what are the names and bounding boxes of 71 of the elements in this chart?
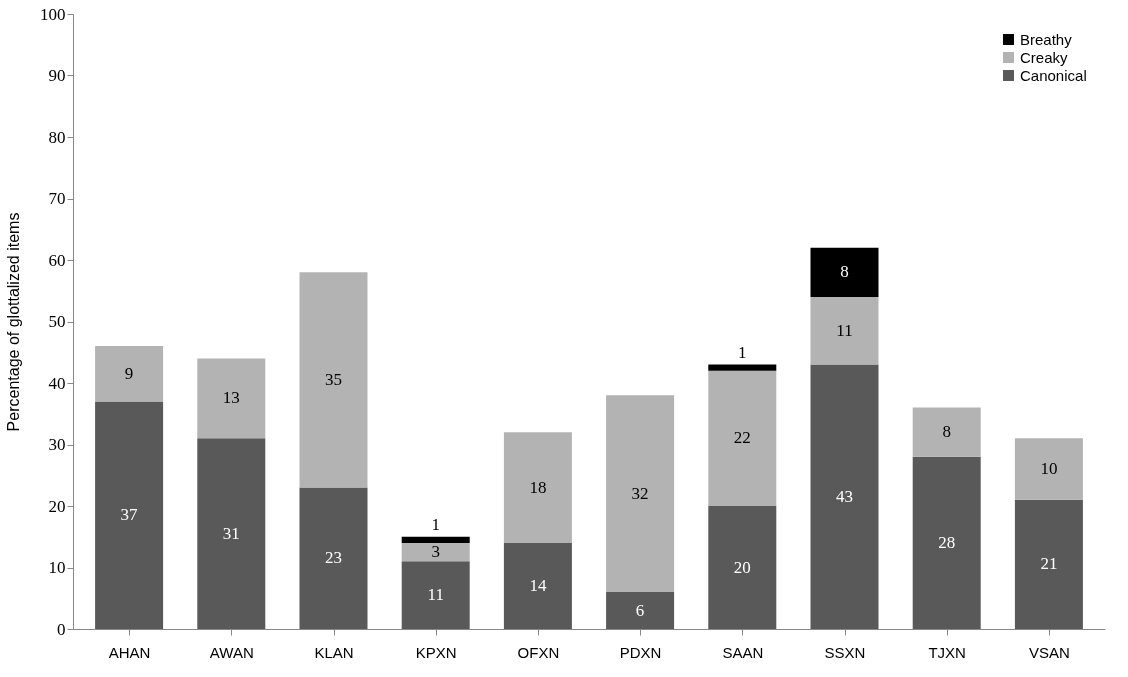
data-label: 35 bbox=[325, 369, 342, 389]
x-tick-label: OFXN bbox=[517, 643, 560, 661]
bar bbox=[401, 536, 470, 543]
legend-label: Breathy bbox=[1020, 30, 1073, 48]
bar bbox=[912, 407, 981, 457]
x-tick-label: KPXN bbox=[415, 643, 457, 661]
bar bbox=[197, 438, 266, 629]
data-label: 18 bbox=[529, 477, 547, 497]
bar bbox=[708, 364, 777, 371]
x-tick-label: SAAN bbox=[722, 643, 764, 661]
legend-label: Canonical bbox=[1020, 66, 1087, 84]
x-tick-label: KLAN bbox=[314, 643, 354, 661]
y-tick-label: 80 bbox=[48, 127, 66, 147]
bar bbox=[1014, 438, 1083, 500]
data-label: 3 bbox=[431, 542, 440, 562]
bar bbox=[912, 456, 981, 629]
bar bbox=[606, 592, 675, 629]
data-label: 37 bbox=[120, 505, 139, 525]
y-tick-label: 20 bbox=[48, 496, 66, 516]
x-tick-label: PDXN bbox=[619, 643, 662, 661]
bar bbox=[810, 364, 879, 629]
data-label: 28 bbox=[938, 532, 956, 552]
x-tick-label: SSXN bbox=[824, 643, 866, 661]
data-label: 43 bbox=[836, 486, 853, 506]
y-tick-label: 10 bbox=[48, 558, 66, 577]
x-tick-label: AHAN bbox=[108, 643, 151, 661]
bar bbox=[708, 506, 777, 629]
data-label: 1 bbox=[738, 342, 747, 362]
bar bbox=[197, 358, 266, 439]
y-tick-label: 90 bbox=[48, 66, 66, 85]
y-tick-label: 60 bbox=[48, 250, 66, 270]
bar bbox=[299, 272, 368, 488]
data-label: 9 bbox=[124, 363, 134, 383]
data-label: 1 bbox=[431, 514, 440, 534]
data-label: 8 bbox=[840, 262, 849, 282]
bar bbox=[503, 432, 572, 543]
data-label: 21 bbox=[1040, 554, 1058, 574]
bar bbox=[810, 296, 879, 365]
data-label: 31 bbox=[222, 523, 240, 543]
data-label: 20 bbox=[733, 557, 751, 577]
data-label: 11 bbox=[427, 585, 444, 605]
bar bbox=[606, 395, 675, 593]
x-tick-label: VSAN bbox=[1028, 643, 1070, 661]
y-tick-label: 30 bbox=[48, 435, 66, 454]
x-tick-label: TJXN bbox=[928, 643, 966, 661]
bar bbox=[810, 247, 879, 297]
bar bbox=[95, 401, 164, 629]
data-label: 13 bbox=[222, 388, 240, 408]
bar bbox=[708, 370, 777, 506]
y-tick-label: 40 bbox=[48, 373, 66, 393]
y-axis-title: Percentage of glottalized items bbox=[5, 212, 22, 432]
data-label: 32 bbox=[631, 483, 649, 503]
data-label: 10 bbox=[1040, 459, 1058, 479]
data-label: 22 bbox=[733, 428, 751, 448]
y-tick-label: 50 bbox=[48, 312, 66, 331]
y-tick-label: 0 bbox=[57, 619, 66, 639]
bar bbox=[503, 542, 572, 629]
data-label: 8 bbox=[942, 422, 951, 442]
bar bbox=[401, 542, 470, 562]
data-label: 23 bbox=[325, 548, 342, 568]
legend-label: Creaky bbox=[1020, 48, 1069, 66]
bar bbox=[1014, 499, 1083, 629]
data-label: 11 bbox=[836, 320, 853, 340]
y-tick-label: 70 bbox=[48, 189, 66, 208]
bar bbox=[299, 487, 368, 629]
bar bbox=[401, 561, 470, 629]
bar bbox=[95, 346, 164, 402]
x-tick-label: AWAN bbox=[209, 643, 254, 661]
data-label: 6 bbox=[635, 600, 645, 620]
y-tick-label: 100 bbox=[40, 4, 66, 24]
data-label: 14 bbox=[529, 575, 547, 595]
